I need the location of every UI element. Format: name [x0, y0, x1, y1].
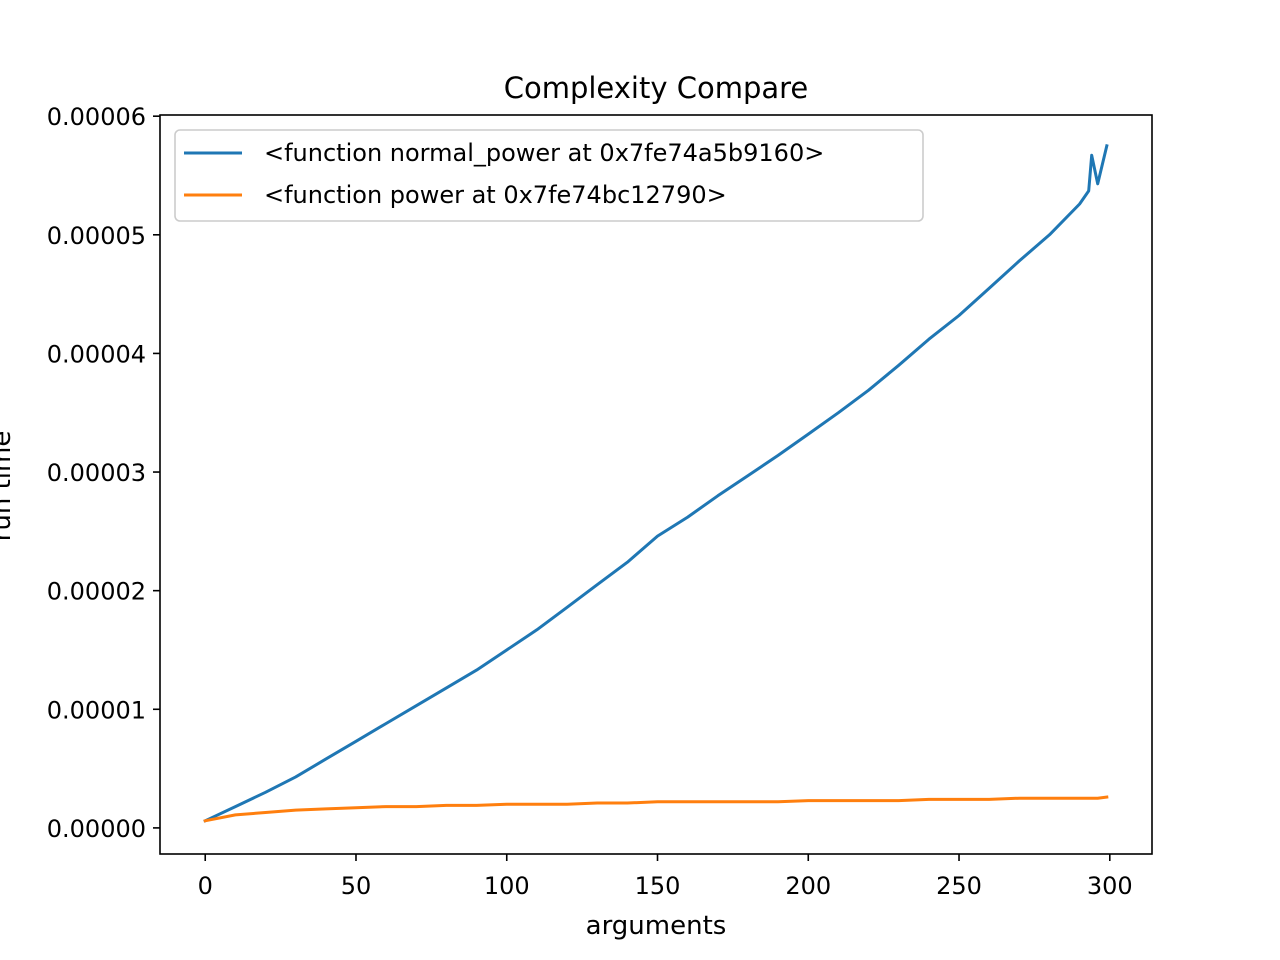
y-axis-ticks: 0.00000 0.00001 0.00002 0.00003 0.00004 0.000… — [47, 103, 160, 843]
x-tick-label: 150 — [635, 872, 681, 900]
x-tick-label: 0 — [198, 872, 213, 900]
y-tick-label: 0.00003 — [47, 459, 146, 487]
series-line-2 — [203, 795, 1109, 823]
series-lines — [203, 143, 1109, 823]
x-tick-label: 200 — [785, 872, 831, 900]
legend-box — [174, 129, 924, 222]
y-tick-label: 0.00004 — [47, 340, 146, 368]
y-tick-label: 0.00005 — [47, 222, 146, 250]
legend-label-1: <function normal_power at 0x7fe74a5b9160… — [264, 139, 824, 167]
x-tick-label: 100 — [484, 872, 530, 900]
legend: <function normal_power at 0x7fe74a5b9160… — [174, 129, 924, 222]
x-tick-label: 250 — [936, 872, 982, 900]
plot-area: 0 50 100 150 200 250 300 0.00000 0.00001 0.00002… — [47, 103, 1153, 900]
y-axis-label: run time — [0, 431, 17, 542]
y-tick-label: 0.00001 — [47, 696, 146, 724]
series-line-1 — [203, 143, 1109, 823]
legend-label-2: <function power at 0x7fe74bc12790> — [264, 181, 727, 209]
x-tick-label: 50 — [341, 872, 372, 900]
y-tick-label: 0.00002 — [47, 578, 146, 606]
x-tick-label: 300 — [1087, 872, 1133, 900]
x-axis-label: arguments — [586, 911, 727, 941]
x-axis-ticks: 0 50 100 150 200 250 300 — [198, 854, 1133, 900]
y-tick-label: 0.00006 — [47, 103, 146, 131]
axes-frame — [159, 114, 1153, 855]
chart-title: Complexity Compare — [504, 71, 809, 105]
y-tick-label: 0.00000 — [47, 815, 146, 843]
